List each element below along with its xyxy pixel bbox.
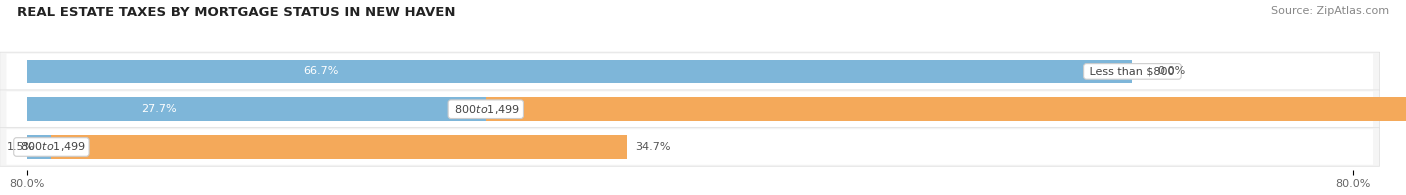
FancyBboxPatch shape: [0, 128, 1379, 166]
Bar: [486, 98, 1406, 121]
Text: REAL ESTATE TAXES BY MORTGAGE STATUS IN NEW HAVEN: REAL ESTATE TAXES BY MORTGAGE STATUS IN …: [17, 6, 456, 19]
Text: 1.5%: 1.5%: [7, 142, 35, 152]
Text: $800 to $1,499: $800 to $1,499: [17, 140, 86, 153]
Text: $800 to $1,499: $800 to $1,499: [451, 103, 520, 116]
Bar: [52, 135, 627, 159]
Text: 0.0%: 0.0%: [1157, 66, 1185, 76]
Bar: [27, 135, 52, 159]
Text: 66.7%: 66.7%: [304, 66, 339, 76]
Text: 34.7%: 34.7%: [636, 142, 671, 152]
FancyBboxPatch shape: [0, 52, 1379, 91]
FancyBboxPatch shape: [7, 54, 1374, 89]
FancyBboxPatch shape: [7, 91, 1374, 127]
Text: Source: ZipAtlas.com: Source: ZipAtlas.com: [1271, 6, 1389, 16]
FancyBboxPatch shape: [0, 90, 1379, 129]
Text: 27.7%: 27.7%: [142, 104, 177, 114]
Bar: [27, 98, 486, 121]
Text: Less than $800: Less than $800: [1087, 66, 1178, 76]
Bar: [27, 60, 1132, 83]
FancyBboxPatch shape: [7, 129, 1374, 165]
